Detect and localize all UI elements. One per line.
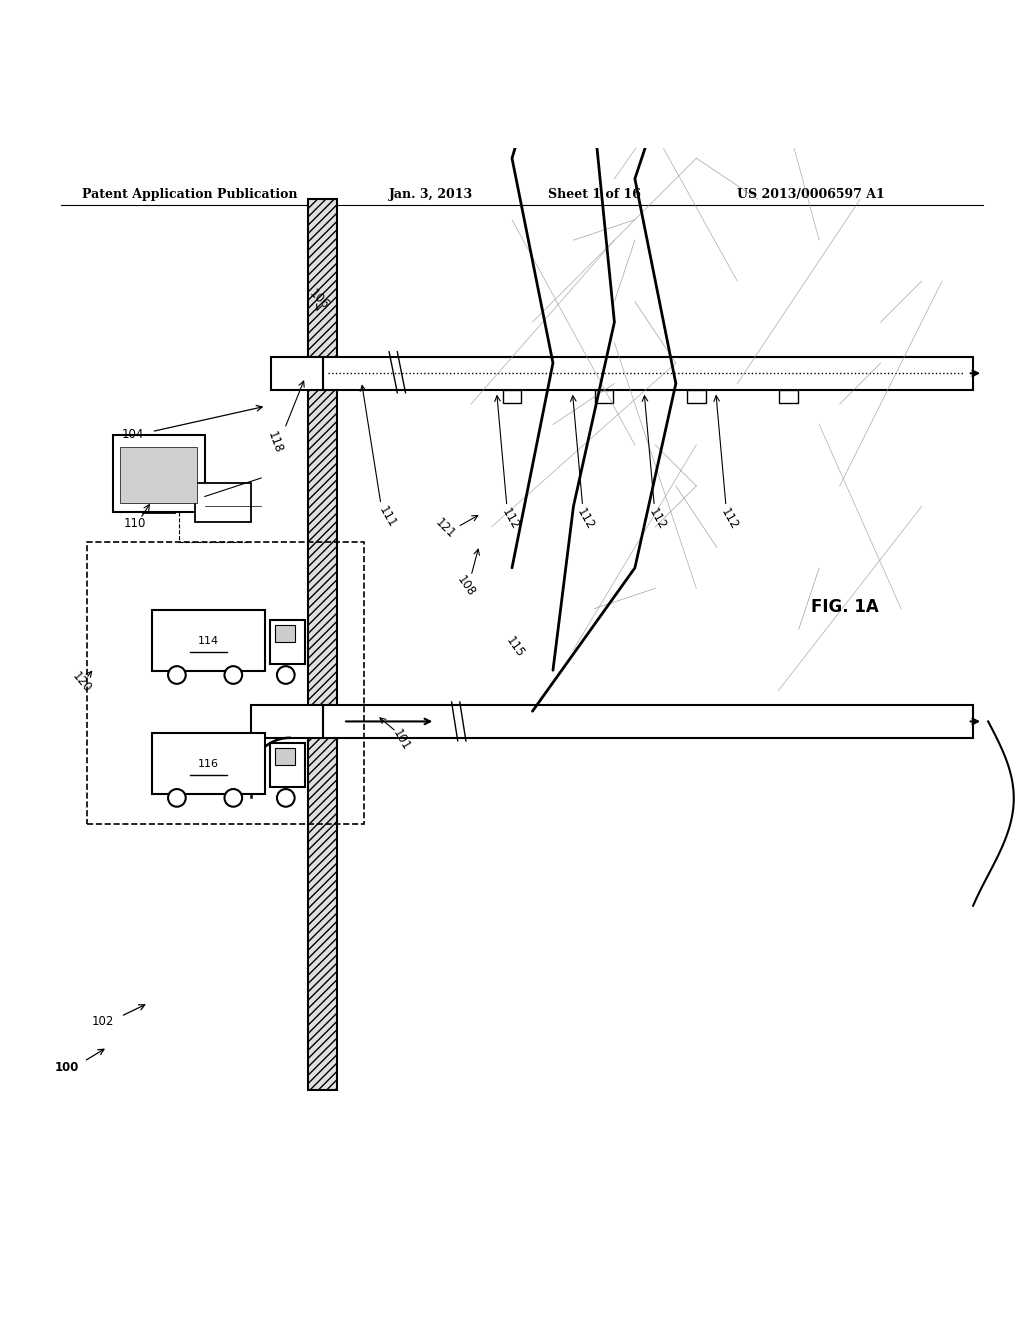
Text: 104: 104 xyxy=(122,428,144,441)
Text: 112: 112 xyxy=(718,506,740,532)
Bar xyxy=(270,743,305,787)
Text: 102: 102 xyxy=(91,1015,114,1028)
Bar xyxy=(195,483,251,521)
Bar xyxy=(323,705,973,738)
Circle shape xyxy=(224,667,242,684)
Bar xyxy=(113,434,205,512)
Circle shape xyxy=(224,789,242,807)
Text: 114: 114 xyxy=(198,636,219,645)
Text: 112: 112 xyxy=(574,506,597,532)
Bar xyxy=(153,610,265,672)
Bar xyxy=(271,356,323,389)
Text: 121: 121 xyxy=(433,516,458,541)
Text: 111: 111 xyxy=(376,504,398,529)
Text: 115: 115 xyxy=(504,634,526,660)
Bar xyxy=(595,389,613,403)
Text: Patent Application Publication: Patent Application Publication xyxy=(82,187,297,201)
Text: Sheet 1 of 16: Sheet 1 of 16 xyxy=(548,187,641,201)
Circle shape xyxy=(276,667,295,684)
Text: 101: 101 xyxy=(390,727,413,752)
Text: 118: 118 xyxy=(264,429,285,454)
Bar xyxy=(779,389,798,403)
Circle shape xyxy=(276,789,295,807)
Bar xyxy=(270,619,305,664)
Bar xyxy=(275,748,295,764)
Bar xyxy=(308,199,337,1090)
Text: 120: 120 xyxy=(70,669,94,696)
Text: 116: 116 xyxy=(198,759,219,768)
Text: 106: 106 xyxy=(307,286,332,312)
Bar xyxy=(87,543,364,824)
Bar xyxy=(251,705,323,738)
Text: 112: 112 xyxy=(646,506,669,532)
Text: 100: 100 xyxy=(54,1061,79,1074)
Circle shape xyxy=(168,667,185,684)
Text: 110: 110 xyxy=(124,517,146,531)
Text: Jan. 3, 2013: Jan. 3, 2013 xyxy=(389,187,473,201)
Text: 108: 108 xyxy=(455,573,477,599)
Bar xyxy=(323,356,973,389)
Bar xyxy=(503,389,521,403)
Bar xyxy=(308,199,337,1090)
Text: 112: 112 xyxy=(499,506,521,532)
Bar xyxy=(153,733,265,795)
Bar xyxy=(275,626,295,642)
Text: US 2013/0006597 A1: US 2013/0006597 A1 xyxy=(737,187,885,201)
Circle shape xyxy=(168,789,185,807)
Bar xyxy=(687,389,706,403)
Text: FIG. 1A: FIG. 1A xyxy=(811,598,879,615)
Bar xyxy=(120,447,197,503)
